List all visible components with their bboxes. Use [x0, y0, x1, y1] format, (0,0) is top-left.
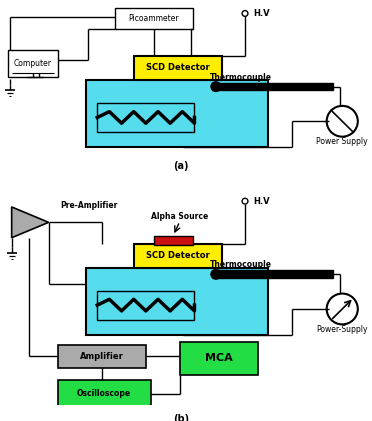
Text: Pre-Amplifier: Pre-Amplifier	[60, 200, 118, 210]
Bar	[115, 8, 193, 29]
Bar	[216, 83, 333, 91]
Text: Thermocouple: Thermocouple	[210, 260, 272, 269]
Bar	[134, 243, 222, 268]
Bar	[8, 50, 58, 77]
Bar	[86, 268, 268, 335]
Text: MCA: MCA	[205, 353, 232, 363]
Bar	[58, 380, 151, 407]
Text: Power-Supply: Power-Supply	[317, 325, 368, 334]
Circle shape	[242, 11, 248, 16]
Bar	[86, 80, 268, 147]
Circle shape	[242, 198, 248, 204]
Circle shape	[211, 269, 221, 279]
Circle shape	[327, 293, 358, 324]
Text: (b): (b)	[173, 414, 189, 421]
Text: Power Supply: Power Supply	[317, 137, 368, 146]
Circle shape	[327, 106, 358, 137]
Polygon shape	[12, 207, 49, 238]
Text: (a): (a)	[173, 160, 189, 171]
Text: SCD Detector: SCD Detector	[146, 250, 210, 260]
Text: Amplifier: Amplifier	[80, 352, 124, 361]
Text: Picoammeter: Picoammeter	[128, 14, 179, 23]
Text: H.V: H.V	[253, 9, 269, 18]
Text: Computer: Computer	[14, 59, 52, 68]
Text: SCD Detector: SCD Detector	[146, 63, 210, 72]
Bar	[154, 236, 193, 245]
Text: Thermocouple: Thermocouple	[210, 72, 272, 82]
Bar	[97, 103, 195, 132]
Text: Oscilloscope: Oscilloscope	[77, 389, 131, 398]
Circle shape	[211, 82, 221, 91]
Bar	[180, 342, 258, 376]
Bar	[97, 290, 195, 320]
Text: Alpha Source: Alpha Source	[151, 212, 208, 221]
Bar	[216, 270, 333, 278]
Bar	[58, 344, 146, 368]
Text: H.V: H.V	[253, 197, 269, 206]
Bar	[134, 56, 222, 80]
